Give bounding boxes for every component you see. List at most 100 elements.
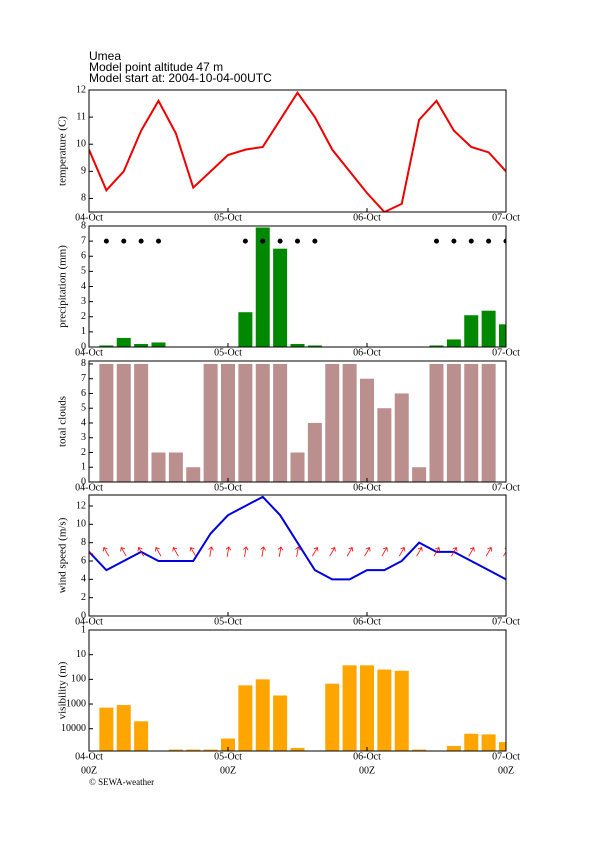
wind-arrow (503, 546, 506, 557)
wind-arrow (243, 546, 249, 557)
bar (412, 467, 427, 482)
plot (89, 495, 506, 581)
bar (464, 315, 479, 347)
plot (99, 227, 506, 347)
x-tick-label: 04-Oct (75, 616, 103, 627)
bar (221, 363, 235, 482)
y-tick-label: 10000 (61, 723, 86, 734)
x-tick-label: 05-Oct (214, 347, 242, 358)
plot (89, 90, 506, 212)
arrow-shape (485, 546, 493, 557)
bar (203, 749, 218, 751)
wind-arrow (451, 546, 458, 557)
y-tick-label: 1 (81, 326, 86, 337)
arrow-shape (102, 546, 110, 557)
arrow-shape (295, 546, 301, 557)
dot (468, 238, 474, 244)
y-tick-label: 8 (81, 193, 86, 204)
x-tick-label: 04-Oct (75, 347, 103, 358)
wind-arrow (312, 546, 319, 557)
bar (412, 749, 427, 751)
y-tick-label: 0 (81, 610, 86, 621)
arrow-shape (364, 546, 371, 557)
plot (99, 665, 506, 751)
y-tick-label: 6 (81, 388, 86, 399)
arrow-shape (312, 546, 319, 557)
wind-arrow (102, 546, 110, 557)
dot (434, 238, 439, 244)
arrow-shape (329, 546, 336, 557)
y-tick-label: 6 (81, 251, 86, 262)
arrow-shape (433, 546, 441, 557)
arrow-shape (503, 546, 506, 557)
arrow-shape (260, 546, 266, 557)
bar (481, 310, 496, 347)
y-tick-label: 6 (81, 555, 86, 566)
bar (116, 363, 131, 482)
bar (360, 378, 374, 482)
header-line: Model start at: 2004-10-04-00UTC (89, 71, 272, 85)
y-tick-label: 2 (81, 311, 86, 322)
y-tick-label: 12 (76, 500, 86, 511)
y-tick-label: 2 (81, 592, 86, 603)
bar (464, 363, 479, 482)
bar (290, 747, 305, 751)
x-tick-label: 04-Oct (75, 482, 103, 493)
arrow-shape (154, 546, 162, 557)
bar (290, 452, 305, 482)
bar (429, 345, 444, 347)
bar (307, 422, 322, 482)
y-axis-label: precipitation (mm) (57, 245, 69, 328)
wind-arrow (154, 546, 162, 557)
bar (394, 670, 409, 751)
bar (238, 312, 253, 347)
dot (138, 238, 144, 244)
wind-arrow (260, 546, 266, 557)
bar (255, 679, 270, 751)
wind-arrow (120, 546, 127, 557)
wind-arrow (485, 546, 493, 557)
bar (134, 721, 149, 751)
y-tick-label: 1 (81, 462, 86, 473)
x-tick-label: 06-Oct (353, 751, 381, 762)
line (89, 90, 506, 212)
header-line: Model point altitude 47 m (89, 60, 223, 74)
y-tick-label: 1 (81, 624, 86, 635)
arrow-shape (225, 546, 232, 557)
bar (116, 705, 131, 751)
y-tick-label: 0 (81, 476, 86, 487)
bar (481, 363, 496, 482)
bar (342, 665, 357, 751)
x-tick-label: 07-Oct (492, 616, 520, 627)
bar (134, 343, 149, 347)
bar (151, 342, 166, 347)
panel-frame (88, 360, 507, 483)
wind-arrow (346, 546, 354, 557)
y-tick-label: 8 (81, 537, 86, 548)
x-tick-label: 06-Oct (353, 482, 381, 493)
bar (360, 665, 374, 751)
bar (499, 324, 506, 347)
dot (486, 238, 492, 244)
y-tick-label: 3 (81, 296, 86, 307)
bar (377, 669, 392, 751)
arrow-shape (137, 546, 144, 557)
wind-arrow (433, 546, 441, 557)
header-line: Umea (89, 49, 121, 63)
bar (151, 452, 166, 482)
wind-arrow (172, 546, 179, 557)
bar (342, 363, 357, 482)
bar (186, 749, 201, 751)
x-tick-label: 05-Oct (214, 212, 242, 223)
bar (238, 685, 253, 751)
x-tick-label: 07-Oct (492, 347, 520, 358)
bar (221, 738, 235, 751)
y-tick-label: 100 (71, 674, 86, 685)
wind-arrow (381, 546, 388, 557)
x-tick-label: 07-Oct (492, 212, 520, 223)
wind-arrow (295, 546, 301, 557)
y-tick-label: 10 (76, 649, 86, 660)
bar (99, 363, 114, 482)
bar (446, 745, 461, 751)
